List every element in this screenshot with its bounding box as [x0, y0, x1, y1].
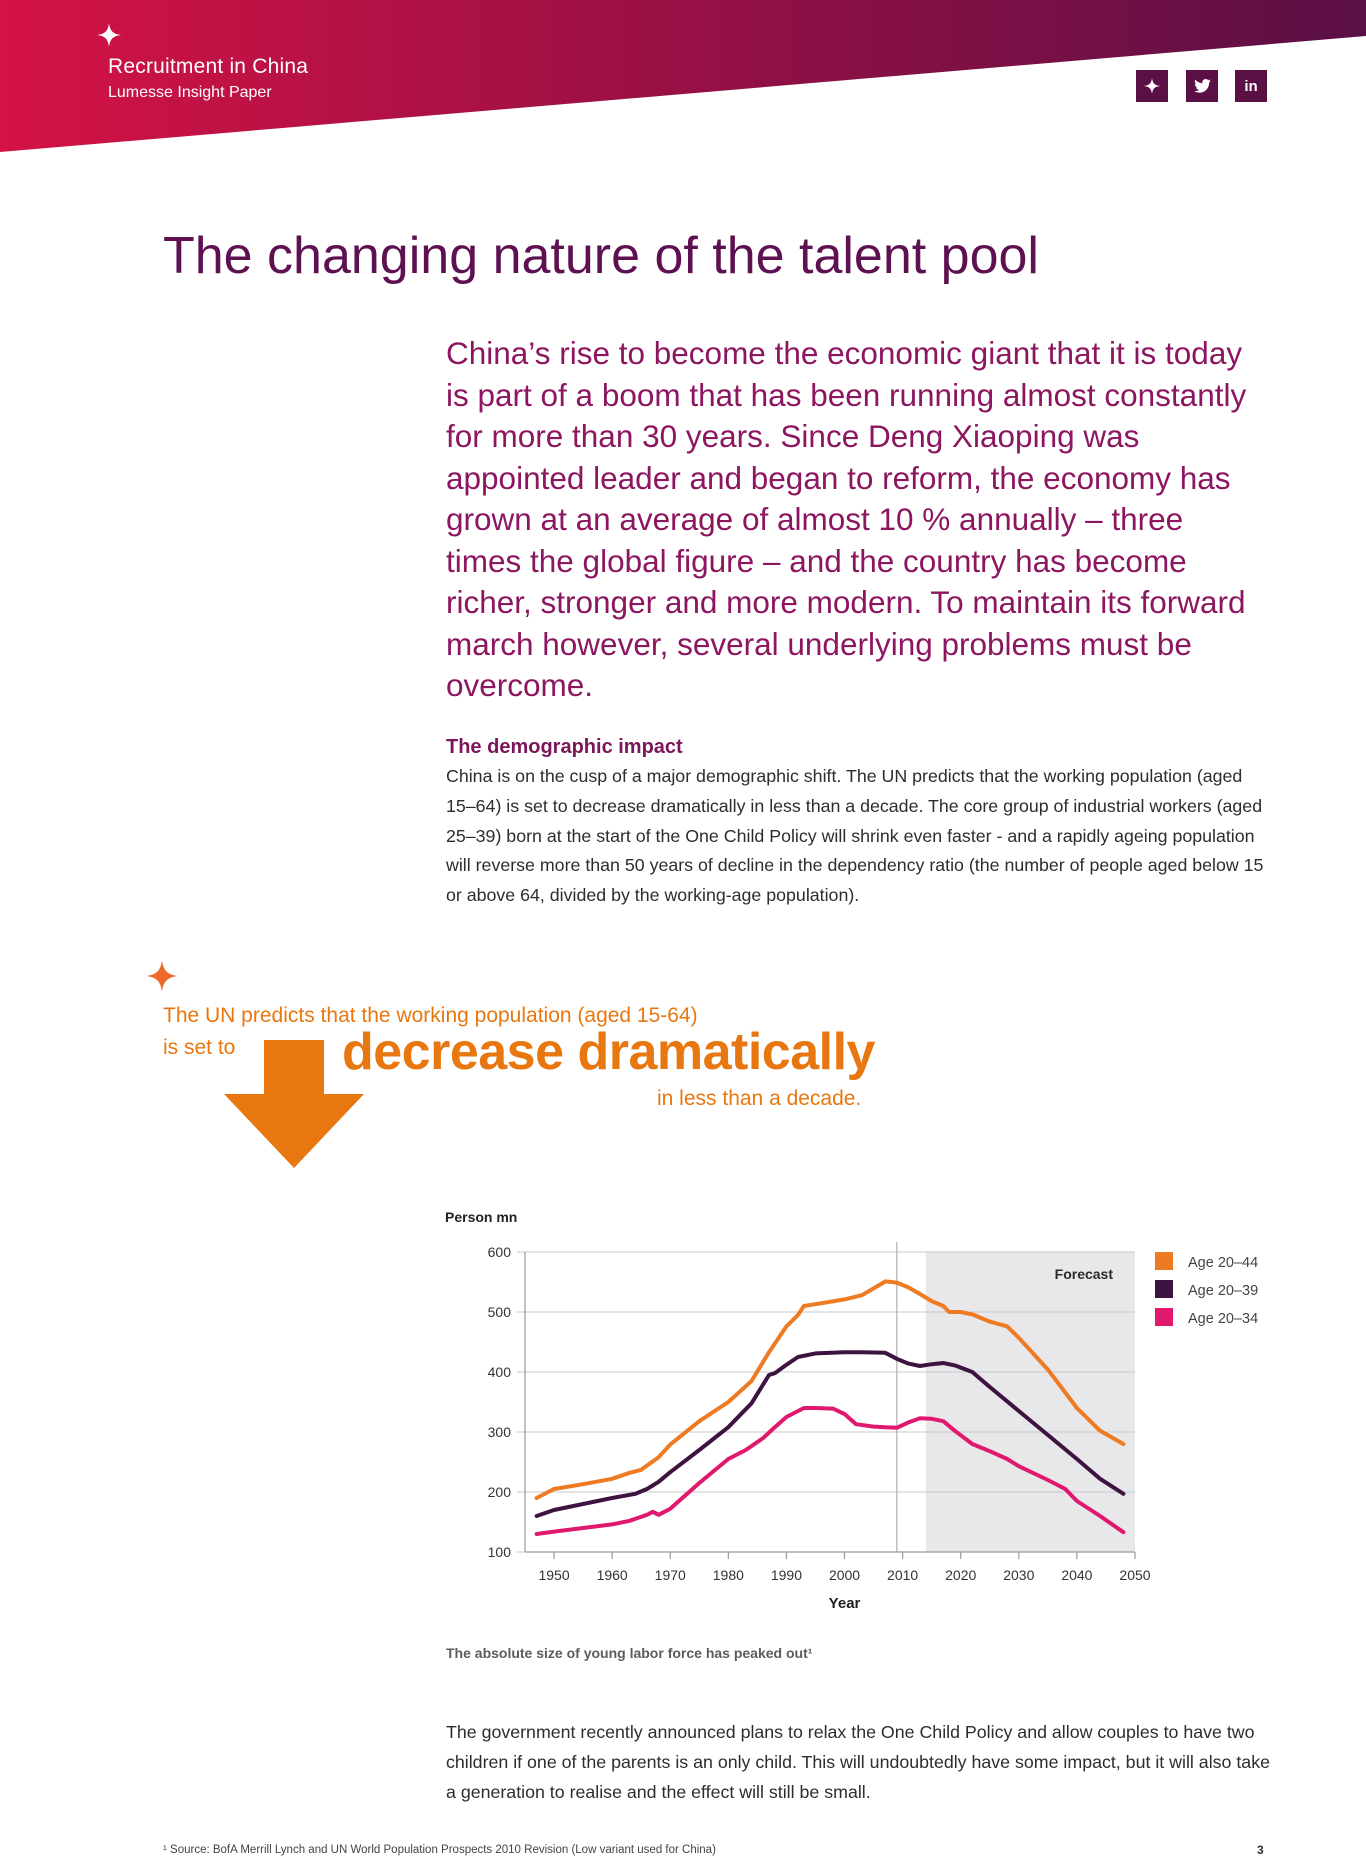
sparkle-icon	[97, 23, 121, 47]
series-line	[534, 1406, 1126, 1536]
y-tick-label: 100	[488, 1544, 512, 1560]
x-axis-label: Year	[829, 1595, 861, 1612]
sparkle-icon	[1144, 78, 1160, 94]
x-tick-label: 2040	[1061, 1567, 1092, 1583]
intro-paragraph: China’s rise to become the economic gian…	[446, 335, 1247, 703]
legend-label: Age 20–34	[1188, 1311, 1258, 1327]
y-axis-label: Person mn	[445, 1209, 517, 1225]
page-title: The changing nature of the talent pool	[163, 227, 1039, 285]
x-tick-label: 2000	[829, 1567, 860, 1583]
linkedin-icon: in	[1244, 77, 1258, 95]
series-line	[534, 1279, 1126, 1500]
x-tick-label: 2010	[887, 1567, 918, 1583]
page-number: 3	[1257, 1843, 1264, 1857]
sparkle-icon	[146, 960, 178, 992]
y-tick-label: 300	[488, 1424, 512, 1440]
linkedin-button[interactable]: in	[1235, 70, 1267, 102]
callout-line-1: The UN predicts that the working populat…	[163, 1004, 698, 1027]
chart-caption: The absolute size of young labor force h…	[446, 1645, 813, 1661]
header-subtitle: Lumesse Insight Paper	[108, 84, 272, 101]
y-tick-label: 500	[488, 1304, 512, 1320]
y-tick-label: 200	[488, 1484, 512, 1500]
population-line-chart: Forecast 100 200 300 400 500 600 1950 1960 1970 1…	[445, 1209, 1258, 1612]
x-tick-label: 2050	[1119, 1567, 1150, 1583]
section-heading: The demographic impact	[446, 736, 683, 758]
twitter-icon	[1193, 79, 1211, 93]
legend-swatch	[1155, 1252, 1173, 1270]
y-tick-label: 400	[488, 1364, 512, 1380]
legend-swatch	[1155, 1280, 1173, 1298]
forecast-label: Forecast	[1055, 1266, 1114, 1282]
x-tick-label: 1960	[597, 1567, 628, 1583]
forecast-region	[925, 1252, 1135, 1552]
legend-label: Age 20–44	[1188, 1255, 1258, 1271]
y-tick-label: 600	[488, 1244, 512, 1260]
callout-emphasis: decrease dramatically	[342, 1023, 875, 1081]
share-sparkle-button[interactable]	[1136, 70, 1168, 102]
down-arrow-icon	[224, 1040, 364, 1168]
callout-line-2: is set to	[163, 1036, 236, 1059]
x-tick-label: 2020	[945, 1567, 976, 1583]
footnote: ¹ Source: BofA Merrill Lynch and UN Worl…	[163, 1844, 716, 1856]
callout-line-3: in less than a decade.	[657, 1087, 862, 1110]
header-title: Recruitment in China	[108, 55, 309, 78]
x-tick-label: 2030	[1003, 1567, 1034, 1583]
legend-label: Age 20–39	[1188, 1283, 1258, 1299]
series-line	[534, 1350, 1126, 1518]
header-banner	[0, 0, 1366, 152]
legend-swatch	[1155, 1308, 1173, 1326]
twitter-button[interactable]	[1186, 70, 1218, 102]
section-body: China is on the cusp of a major demograp…	[446, 766, 1264, 906]
x-tick-label: 1950	[538, 1567, 569, 1583]
x-tick-label: 1980	[713, 1567, 744, 1583]
x-tick-label: 1990	[771, 1567, 802, 1583]
x-tick-label: 1970	[655, 1567, 686, 1583]
closing-paragraph: The government recently announced plans …	[446, 1722, 1270, 1802]
